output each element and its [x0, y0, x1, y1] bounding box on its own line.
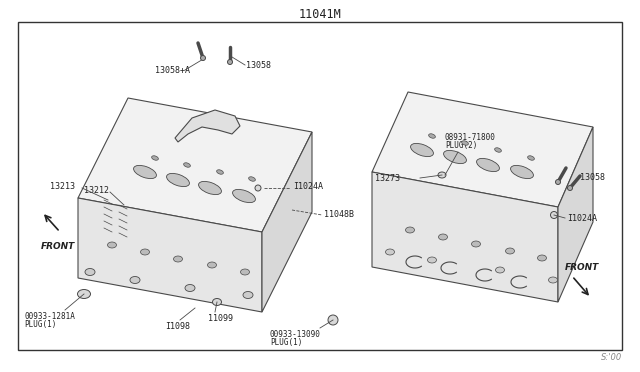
Text: 08931-71800: 08931-71800	[445, 133, 496, 142]
Ellipse shape	[406, 227, 415, 233]
Text: I1024A: I1024A	[293, 182, 323, 190]
Text: 00933-13090: 00933-13090	[270, 330, 321, 339]
Ellipse shape	[184, 163, 190, 167]
Text: PLUG(1): PLUG(1)	[270, 338, 302, 347]
Text: FRONT: FRONT	[41, 242, 75, 251]
Text: FRONT: FRONT	[565, 263, 599, 272]
Ellipse shape	[108, 242, 116, 248]
Ellipse shape	[438, 172, 446, 178]
Ellipse shape	[130, 276, 140, 283]
Ellipse shape	[200, 55, 205, 61]
Text: 11048B: 11048B	[324, 209, 354, 218]
Ellipse shape	[77, 289, 90, 298]
Ellipse shape	[506, 248, 515, 254]
Ellipse shape	[495, 148, 501, 152]
Ellipse shape	[141, 249, 150, 255]
Ellipse shape	[255, 185, 261, 191]
Text: I1098: I1098	[165, 322, 190, 331]
Ellipse shape	[134, 166, 156, 179]
Ellipse shape	[385, 249, 394, 255]
Ellipse shape	[495, 267, 504, 273]
Text: 13058: 13058	[580, 173, 605, 182]
Text: 13058+A: 13058+A	[155, 65, 190, 74]
Polygon shape	[372, 172, 558, 302]
Ellipse shape	[511, 166, 533, 179]
Text: I1024A: I1024A	[567, 214, 597, 222]
Ellipse shape	[429, 134, 435, 138]
Polygon shape	[558, 127, 593, 302]
Ellipse shape	[477, 158, 499, 171]
Polygon shape	[78, 198, 262, 312]
Ellipse shape	[212, 298, 221, 305]
Ellipse shape	[548, 277, 557, 283]
Polygon shape	[175, 110, 240, 142]
Text: 11041M: 11041M	[299, 8, 341, 21]
Ellipse shape	[444, 150, 467, 164]
Ellipse shape	[527, 156, 534, 160]
Ellipse shape	[173, 256, 182, 262]
Text: PLUG(1): PLUG(1)	[24, 320, 56, 329]
Ellipse shape	[249, 177, 255, 181]
Ellipse shape	[411, 143, 433, 157]
Text: 11099: 11099	[208, 314, 233, 323]
Ellipse shape	[207, 262, 216, 268]
Ellipse shape	[243, 292, 253, 298]
Ellipse shape	[472, 241, 481, 247]
Ellipse shape	[461, 141, 468, 145]
Polygon shape	[372, 92, 593, 207]
Ellipse shape	[198, 182, 221, 195]
Text: 13212: 13212	[84, 186, 109, 195]
Polygon shape	[262, 132, 312, 312]
Text: 13213: 13213	[50, 182, 75, 190]
Ellipse shape	[550, 212, 557, 218]
Ellipse shape	[185, 285, 195, 292]
Ellipse shape	[568, 186, 573, 190]
Text: PLUG(2): PLUG(2)	[445, 141, 477, 150]
Polygon shape	[78, 98, 312, 232]
Ellipse shape	[241, 269, 250, 275]
Ellipse shape	[152, 156, 158, 160]
Text: S:'00: S:'00	[601, 353, 622, 362]
Text: 13273: 13273	[375, 173, 400, 183]
Ellipse shape	[556, 180, 561, 185]
Ellipse shape	[227, 60, 232, 64]
Ellipse shape	[328, 315, 338, 325]
Ellipse shape	[428, 257, 436, 263]
Ellipse shape	[166, 173, 189, 187]
Ellipse shape	[438, 234, 447, 240]
Ellipse shape	[232, 189, 255, 203]
Ellipse shape	[85, 269, 95, 276]
Text: 13058: 13058	[246, 61, 271, 70]
Ellipse shape	[538, 255, 547, 261]
Ellipse shape	[217, 170, 223, 174]
Bar	[18, 22, 622, 350]
Text: 00933-1281A: 00933-1281A	[24, 312, 75, 321]
